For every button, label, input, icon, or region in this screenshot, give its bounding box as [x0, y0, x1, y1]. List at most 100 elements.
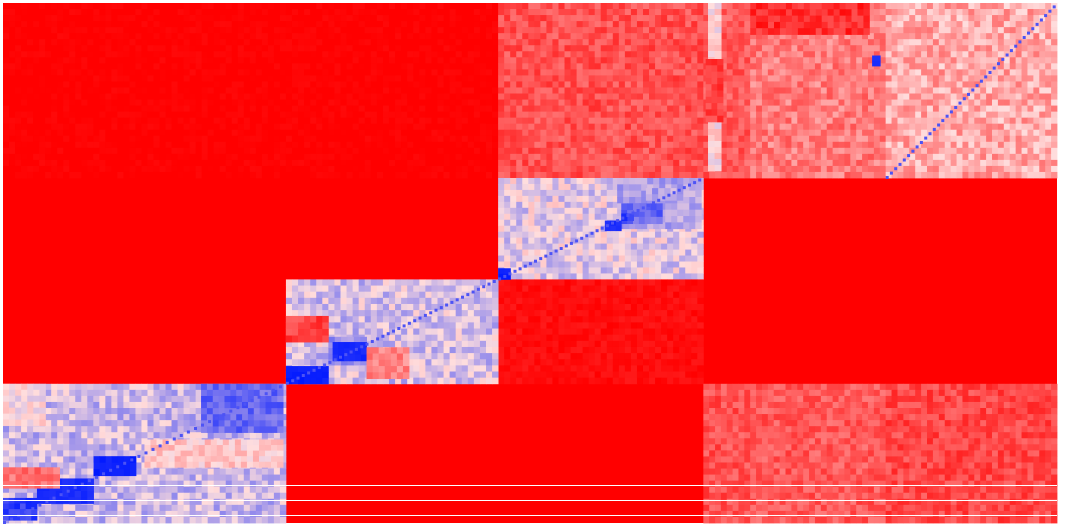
heatmap-cell	[691, 21, 697, 27]
heatmap-cell	[821, 87, 827, 93]
heatmap-cell	[492, 154, 498, 160]
heatmap-cell	[601, 142, 607, 148]
heatmap-cell	[939, 33, 945, 39]
heatmap-cell	[99, 87, 105, 93]
heatmap-cell	[833, 106, 839, 112]
heatmap-cell	[933, 100, 939, 106]
heatmap-cell	[880, 124, 886, 130]
heatmap-cell	[797, 87, 803, 93]
heatmap-cell	[456, 69, 462, 75]
heatmap-cell	[238, 45, 244, 51]
heatmap-cell	[250, 57, 256, 63]
heatmap-cell	[768, 63, 774, 69]
heatmap-cell	[208, 154, 214, 160]
heatmap-cell	[968, 69, 974, 75]
heatmap-cell	[444, 94, 450, 100]
heatmap-cell	[172, 154, 178, 160]
heatmap-cell	[334, 15, 340, 21]
heatmap-cell	[353, 3, 359, 9]
heatmap-cell	[3, 112, 9, 118]
heatmap-cell	[1039, 3, 1045, 9]
heatmap-cell	[661, 130, 667, 136]
heatmap-cell	[915, 3, 921, 9]
heatmap-cell	[558, 166, 564, 172]
heatmap-cell	[637, 9, 643, 15]
heatmap-cell	[81, 100, 87, 106]
heatmap-cell	[625, 124, 631, 130]
heatmap-cell	[558, 15, 564, 21]
heatmap-cell	[244, 142, 250, 148]
heatmap-cell	[232, 69, 238, 75]
heatmap-cell	[238, 118, 244, 124]
heatmap-cell	[383, 106, 389, 112]
heatmap-cell	[791, 69, 797, 75]
heatmap-cell	[750, 136, 756, 142]
heatmap-cell	[15, 81, 21, 87]
heatmap-cell	[450, 154, 456, 160]
heatmap-cell	[1022, 21, 1028, 27]
heatmap-cell	[383, 33, 389, 39]
heatmap-cell	[220, 63, 226, 69]
heatmap-cell	[141, 45, 147, 51]
heatmap-cell	[250, 39, 256, 45]
heatmap-cell	[862, 112, 868, 118]
heatmap-cell	[927, 45, 933, 51]
heatmap-cell	[691, 75, 697, 81]
heatmap-cell	[1045, 142, 1051, 148]
heatmap-cell	[880, 45, 886, 51]
heatmap-cell	[250, 15, 256, 21]
heatmap-cell	[328, 136, 334, 142]
heatmap-cell	[274, 15, 280, 21]
heatmap-cell	[1027, 148, 1033, 154]
heatmap-cell	[968, 112, 974, 118]
heatmap-cell	[886, 136, 892, 142]
heatmap-cell	[733, 166, 739, 172]
heatmap-cell	[196, 9, 202, 15]
heatmap-cell	[637, 39, 643, 45]
heatmap-cell	[803, 166, 809, 172]
heatmap-cell	[839, 136, 845, 142]
heatmap-cell	[33, 27, 39, 33]
heatmap-cell	[631, 21, 637, 27]
heatmap-cell	[190, 69, 196, 75]
heatmap-cell	[238, 81, 244, 87]
heatmap-cell	[129, 87, 135, 93]
heatmap-cell	[371, 160, 377, 166]
heatmap-cell	[111, 154, 117, 160]
heatmap-cell	[1045, 33, 1051, 39]
heatmap-cell	[147, 45, 153, 51]
heatmap-cell	[522, 33, 528, 39]
heatmap-cell	[980, 33, 986, 39]
heatmap-cell	[1004, 136, 1010, 142]
heatmap-cell	[359, 124, 365, 130]
heatmap-cell	[815, 81, 821, 87]
heatmap-cell	[322, 154, 328, 160]
heatmap-cell	[208, 160, 214, 166]
heatmap-cell	[1045, 3, 1051, 9]
heatmap-cell	[244, 118, 250, 124]
heatmap-cell	[238, 27, 244, 33]
heatmap-cell	[649, 94, 655, 100]
heatmap-cell	[292, 45, 298, 51]
heatmap-cell	[166, 94, 172, 100]
heatmap-cell	[768, 154, 774, 160]
heatmap-cell	[862, 154, 868, 160]
heatmap-cell	[123, 69, 129, 75]
heatmap-cell	[803, 148, 809, 154]
heatmap-cell	[528, 136, 534, 142]
heatmap-cell	[160, 112, 166, 118]
heatmap-cell	[15, 27, 21, 33]
heatmap-cell	[33, 112, 39, 118]
heatmap-cell	[33, 33, 39, 39]
heatmap-cell	[274, 154, 280, 160]
heatmap-cell	[45, 87, 51, 93]
heatmap-cell	[880, 39, 886, 45]
heatmap-cell	[105, 39, 111, 45]
heatmap-cell	[504, 75, 510, 81]
heatmap-cell	[220, 154, 226, 160]
heatmap-cell	[1051, 57, 1057, 63]
heatmap-cell	[141, 94, 147, 100]
heatmap-cell	[340, 33, 346, 39]
heatmap-cell	[768, 87, 774, 93]
heatmap-cell	[401, 130, 407, 136]
